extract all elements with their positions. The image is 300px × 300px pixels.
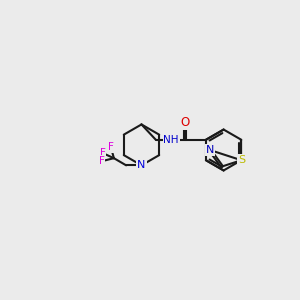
Text: O: O <box>181 116 190 129</box>
Text: NH: NH <box>164 135 179 145</box>
Text: F: F <box>99 156 105 166</box>
Text: F: F <box>100 148 106 158</box>
Text: F: F <box>108 142 114 152</box>
Text: N: N <box>137 160 146 170</box>
Text: N: N <box>206 145 214 155</box>
Text: S: S <box>238 155 245 165</box>
